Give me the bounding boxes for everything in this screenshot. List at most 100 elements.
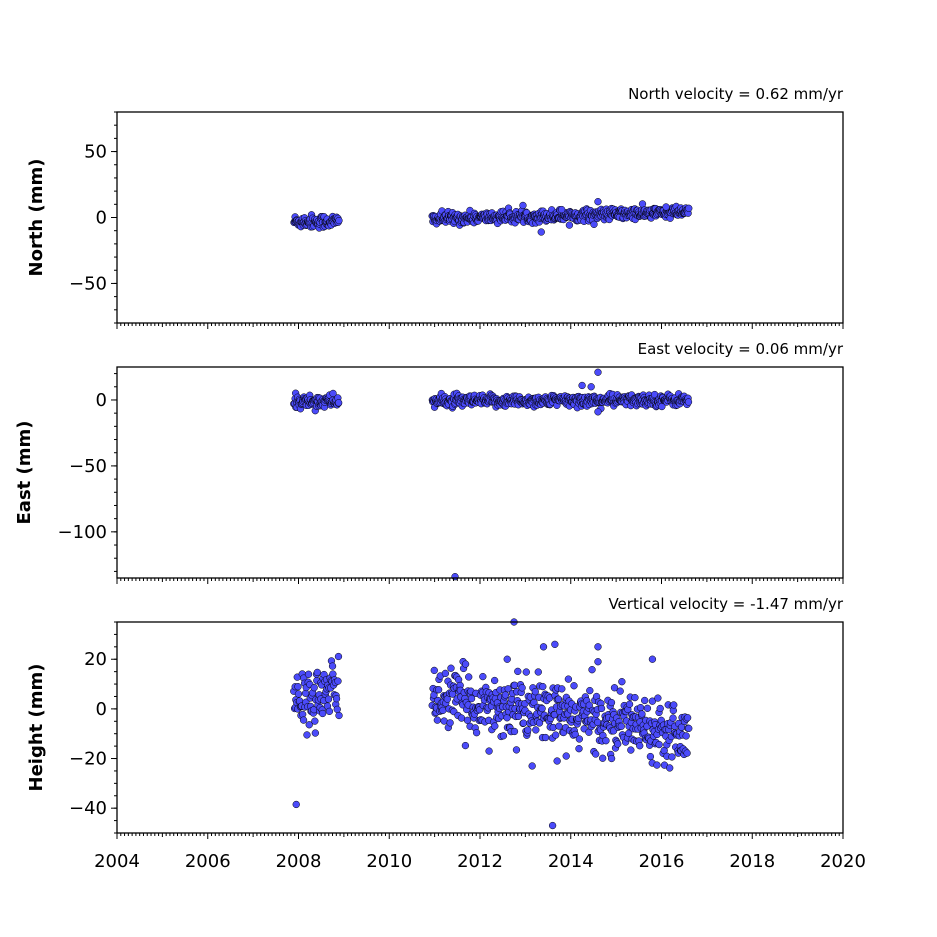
data-point bbox=[514, 667, 522, 676]
data-point bbox=[636, 703, 645, 712]
data-point bbox=[503, 714, 511, 722]
data-point bbox=[636, 742, 644, 750]
data-point bbox=[590, 220, 598, 228]
data-point bbox=[670, 701, 678, 709]
data-point bbox=[655, 740, 663, 749]
y-tick-label: −40 bbox=[69, 798, 107, 819]
data-point bbox=[684, 398, 693, 406]
data-point bbox=[335, 216, 343, 225]
data-point bbox=[299, 716, 308, 724]
y-tick-label: −100 bbox=[58, 522, 107, 543]
data-point bbox=[335, 711, 343, 720]
x-tick-label: 2012 bbox=[457, 851, 503, 872]
data-point bbox=[311, 729, 319, 737]
data-point bbox=[607, 698, 616, 707]
data-point bbox=[501, 691, 510, 699]
data-point bbox=[324, 695, 333, 703]
data-point bbox=[538, 704, 546, 713]
data-point-outlier bbox=[548, 821, 557, 830]
data-point-outlier bbox=[551, 640, 559, 648]
data-point bbox=[491, 722, 499, 730]
data-point bbox=[311, 717, 319, 725]
data-point bbox=[585, 701, 593, 709]
x-tick-label: 2006 bbox=[185, 851, 231, 872]
data-point bbox=[332, 695, 341, 703]
data-point bbox=[433, 716, 441, 724]
data-point bbox=[294, 683, 302, 691]
data-point bbox=[499, 732, 508, 740]
y-axis-label: East (mm) bbox=[14, 421, 35, 525]
data-point bbox=[654, 694, 662, 702]
data-point bbox=[333, 705, 341, 714]
data-point bbox=[479, 672, 487, 681]
data-point bbox=[597, 704, 606, 713]
data-point-outlier bbox=[594, 408, 602, 416]
data-point bbox=[441, 669, 450, 678]
east-panel: East velocity = 0.06 mm/yr East (mm) 0 −50 −… bbox=[14, 340, 844, 584]
data-point bbox=[668, 753, 676, 761]
data-point bbox=[638, 710, 646, 718]
data-point bbox=[294, 690, 303, 698]
data-point bbox=[522, 668, 530, 676]
data-point-outlier bbox=[648, 655, 657, 663]
data-point-outlier bbox=[558, 205, 566, 214]
panel-title: Vertical velocity = -1.47 mm/yr bbox=[608, 595, 843, 613]
data-point bbox=[539, 682, 547, 691]
data-point bbox=[541, 733, 550, 742]
y-axis-label: North (mm) bbox=[26, 159, 47, 277]
data-point bbox=[446, 719, 454, 727]
data-point bbox=[334, 677, 342, 685]
data-point bbox=[625, 700, 634, 708]
data-point bbox=[666, 764, 674, 772]
x-tick-label: 2008 bbox=[276, 851, 322, 872]
data-point bbox=[305, 721, 313, 729]
data-point bbox=[550, 711, 559, 719]
height-panel: Vertical velocity = -1.47 mm/yr Height (m… bbox=[26, 595, 844, 839]
data-point bbox=[304, 670, 313, 678]
data-point-outlier bbox=[485, 747, 493, 755]
x-tick-label: 2014 bbox=[548, 851, 594, 872]
data-point bbox=[618, 678, 626, 686]
data-point bbox=[683, 714, 692, 722]
data-point bbox=[610, 684, 619, 692]
data-point bbox=[653, 761, 661, 769]
data-point bbox=[534, 668, 542, 676]
data-point bbox=[467, 694, 476, 703]
data-point bbox=[685, 204, 693, 212]
data-point-outlier bbox=[539, 643, 548, 651]
data-points bbox=[290, 368, 693, 581]
data-point bbox=[594, 718, 602, 727]
data-point bbox=[586, 686, 594, 695]
data-point-outlier bbox=[503, 655, 511, 663]
data-point bbox=[313, 668, 321, 677]
data-point-outlier bbox=[292, 800, 300, 809]
data-point bbox=[535, 719, 544, 727]
data-point bbox=[643, 704, 652, 712]
data-point bbox=[669, 714, 677, 722]
data-point-outlier bbox=[607, 754, 616, 763]
data-point bbox=[555, 722, 563, 730]
data-points bbox=[290, 198, 693, 236]
x-tick-label: 2004 bbox=[94, 851, 140, 872]
data-point-outlier bbox=[594, 643, 602, 651]
data-point bbox=[519, 719, 528, 727]
data-point bbox=[683, 749, 691, 757]
data-point bbox=[325, 707, 334, 716]
data-point bbox=[465, 673, 473, 681]
y-tick-label: 0 bbox=[96, 390, 107, 411]
data-point bbox=[648, 697, 657, 705]
data-point bbox=[512, 746, 521, 754]
data-point bbox=[439, 706, 447, 714]
data-point bbox=[519, 201, 527, 210]
data-point bbox=[434, 686, 443, 694]
y-tick-label: −50 bbox=[69, 456, 107, 477]
data-point bbox=[616, 687, 624, 695]
data-point bbox=[510, 727, 519, 736]
data-point-outlier bbox=[594, 658, 602, 666]
data-point bbox=[531, 688, 539, 696]
data-point-outlier bbox=[562, 752, 570, 760]
data-point bbox=[552, 731, 560, 739]
data-point-outlier bbox=[587, 383, 595, 391]
data-point bbox=[318, 709, 327, 718]
